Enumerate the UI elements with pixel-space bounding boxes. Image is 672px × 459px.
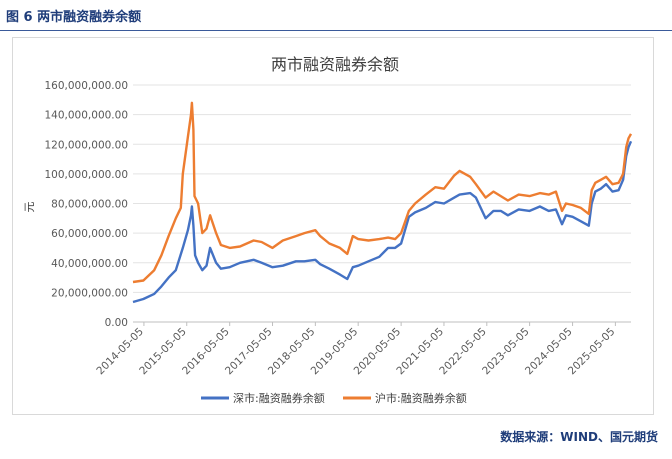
y-tick-label: 0.00 xyxy=(105,317,128,329)
chart-title: 两市融资融券余额 xyxy=(271,55,399,74)
y-tick-label: 120,000,000.00 xyxy=(45,139,129,151)
y-tick-label: 100,000,000.00 xyxy=(45,169,129,181)
y-tick-label: 20,000,000.00 xyxy=(51,287,128,299)
legend-szse: 深市:融资融券余额 xyxy=(201,391,325,405)
chart-frame: 两市融资融券余额 元 0.00 20,000,000.00 40,000,000.0… xyxy=(12,37,654,415)
margin-balance-chart: 两市融资融券余额 元 0.00 20,000,000.00 40,000,000.0… xyxy=(23,55,633,405)
title-divider xyxy=(0,30,672,31)
y-tick-label: 160,000,000.00 xyxy=(45,80,129,92)
data-source-note: 数据来源：WIND、国元期货 xyxy=(500,430,658,444)
legend-label: 深市:融资融券余额 xyxy=(233,391,325,405)
y-tick-label: 60,000,000.00 xyxy=(51,228,128,240)
y-tick-label: 40,000,000.00 xyxy=(51,258,128,270)
y-tick-label: 140,000,000.00 xyxy=(45,110,129,122)
szse-margin-balance-line xyxy=(132,140,633,304)
legend-sse: 沪市:融资融券余额 xyxy=(343,391,467,405)
legend-label: 沪市:融资融券余额 xyxy=(375,391,467,405)
y-tick-label: 80,000,000.00 xyxy=(51,199,128,211)
y-axis-label: 元 xyxy=(23,202,36,213)
figure-title: 图 6 两市融资融券余额 xyxy=(6,10,142,25)
sse-margin-balance-line xyxy=(132,101,633,284)
